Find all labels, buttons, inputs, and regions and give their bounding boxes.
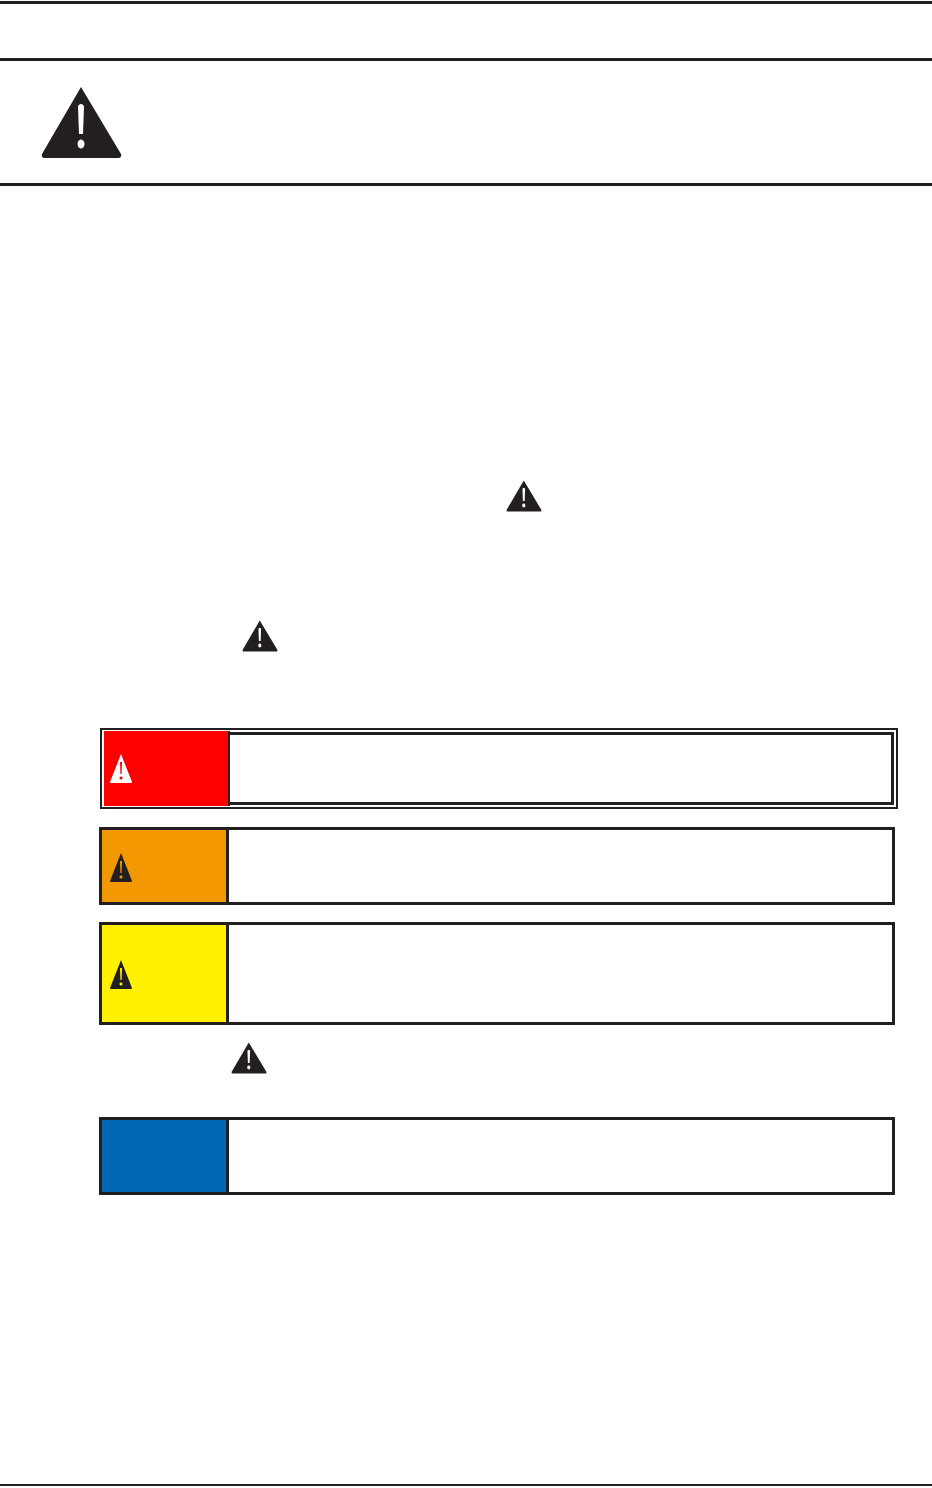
caution-box bbox=[99, 922, 895, 1025]
inline-warning-icon bbox=[231, 1042, 267, 1074]
caution-swatch bbox=[102, 925, 229, 1022]
notice-box bbox=[99, 1117, 895, 1195]
warning-triangle-icon bbox=[110, 754, 132, 783]
footer-rule bbox=[0, 1484, 932, 1486]
top-rule bbox=[0, 1, 932, 4]
notice-swatch bbox=[102, 1120, 229, 1192]
warning-triangle-icon bbox=[110, 960, 132, 989]
warning-triangle-icon bbox=[110, 853, 132, 882]
inline-warning-icon bbox=[242, 620, 278, 652]
danger-swatch bbox=[104, 731, 230, 806]
danger-box bbox=[100, 728, 898, 809]
warning-swatch bbox=[102, 830, 229, 902]
warning-triangle-icon bbox=[41, 87, 122, 158]
header-top-rule bbox=[0, 58, 932, 61]
warning-box bbox=[99, 827, 895, 905]
header-bottom-rule bbox=[0, 183, 932, 186]
inline-warning-icon bbox=[506, 480, 542, 512]
